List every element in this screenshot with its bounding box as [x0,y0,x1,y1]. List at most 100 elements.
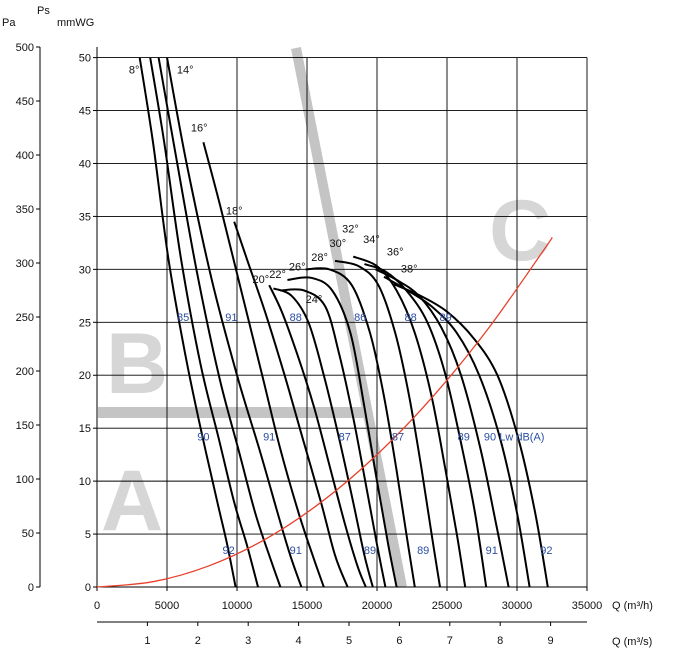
y-tick-label-mmwg: 0 [85,582,91,594]
blade-angle-label: 8° [129,64,140,76]
noise-level-label: 89 [364,545,376,557]
x2-tick-label: 8 [497,635,503,647]
grid-layer [97,57,588,587]
x-tick-label: 0 [94,600,100,612]
y-tick-label-pa: 0 [28,582,34,594]
zone-boundary-diagonal [291,47,407,588]
x-tick-label: 15000 [292,600,323,612]
y-tick-label-pa: 350 [16,204,34,216]
blade-angle-labels: 8° 14° 16° 18° 20° 22° 24° 26° 28°30° 32° 34° 36° 38… [129,64,418,306]
noise-level-label: 88 [404,312,416,324]
noise-level-label: 88 [290,312,302,324]
x-tick-label: 20000 [362,600,393,612]
y-tick-label-pa: 200 [16,366,34,378]
noise-labels: 85 91 88 86 88 89 90 91 87 87 89 90 Lw dB(A) 92 91 89 8… [177,312,553,557]
y-tick-label-mmwg: 15 [79,423,91,435]
y-tick-label-mmwg: 50 [79,53,91,65]
fan-curves [138,57,549,588]
fan-curve-12 [334,259,441,588]
blade-angle-label: 26° [289,261,306,273]
x-tick-label: 25000 [432,600,463,612]
noise-level-label: 91 [263,432,275,444]
noise-level-label: 91 [290,545,302,557]
fan-curve-17 [393,283,549,588]
blade-angle-label: 16° [191,123,208,135]
x-tick-label: 30000 [502,600,533,612]
blade-angle-label: 30° [329,238,346,250]
y-axis-ps-label: Ps [37,5,50,17]
y-axis-mmwg-label: mmWG [57,17,94,29]
blade-angle-label: 32° [342,223,359,235]
fan-curve-3 [157,57,282,588]
x-axis-secondary-label: Q (m³/s) [612,636,652,648]
y-tick-label-mmwg: 25 [79,317,91,329]
blade-angle-label: 28° [311,252,328,264]
fan-curve-11 [305,267,416,588]
x-tick-label: 10000 [222,600,253,612]
x-axis-label: Q (m³/h) [612,600,653,612]
y-tick-label-mmwg: 40 [79,158,91,170]
y-axis-pa-label: Pa [2,17,16,29]
fan-curve-5 [202,142,325,588]
noise-level-label: 92 [222,545,234,557]
x2-tick-label: 2 [195,635,201,647]
x2-tick-label: 9 [548,635,554,647]
fan-curve-14 [364,263,488,588]
x2-tick-label: 5 [346,635,352,647]
noise-level-label: 92 [540,545,552,557]
blade-angle-label: 22° [269,269,286,281]
noise-level-label: 86 [354,312,366,324]
zone-label-a: A [101,453,163,549]
y-tick-label-mmwg: 20 [79,370,91,382]
y-tick-label-mmwg: 35 [79,211,91,223]
blade-angle-label: 36° [387,247,404,259]
y-tick-label-pa: 450 [16,96,34,108]
x2-tick-label: 4 [296,635,302,647]
zone-boundary-horizontal [98,407,370,418]
noise-level-label: 90 [197,432,209,444]
x2-tick-label: 7 [447,635,453,647]
zone-layer: A B C [98,47,551,588]
y-tick-label-mmwg: 5 [85,529,91,541]
fan-curve-15 [375,268,510,588]
blade-angle-label: 14° [177,64,194,76]
x-tick-label: 35000 [572,600,603,612]
noise-level-label: 90 Lw dB(A) [484,432,545,444]
system-resistance-curve [96,237,553,588]
fan-curve-7 [268,284,367,588]
fan-curve-16 [383,275,531,588]
y-tick-label-pa: 250 [16,312,34,324]
fan-curve-1 [138,57,237,588]
noise-level-label: 87 [392,432,404,444]
y-tick-label-pa: 500 [16,42,34,54]
noise-level-label: 89 [458,432,470,444]
y-tick-label-pa: 100 [16,474,34,486]
fan-curve-2 [149,57,259,588]
blade-angle-label: 34° [363,234,380,246]
fan-curve-8 [273,287,374,588]
fan-curve-10 [287,276,398,588]
fan-curve-9 [280,288,387,588]
zone-label-b: B [106,316,168,412]
noise-level-label: 89 [439,312,451,324]
x-tick-label: 5000 [155,600,179,612]
noise-level-label: 89 [417,545,429,557]
y-tick-label-mmwg: 30 [79,264,91,276]
noise-level-label: 91 [225,312,237,324]
x2-tick-label: 1 [144,635,150,647]
zone-label-c: C [489,183,551,279]
y-tick-label-pa: 300 [16,258,34,270]
blade-angle-label: 18° [226,205,243,217]
y-tick-label-pa: 400 [16,150,34,162]
blade-angle-label: 20° [252,274,269,286]
blade-angle-label: 38° [401,264,418,276]
noise-level-label: 91 [486,545,498,557]
x2-tick-label: 6 [396,635,402,647]
fan-curve-4 [166,57,303,588]
x2-tick-label: 3 [245,635,251,647]
system-curve-layer [96,237,553,588]
noise-level-label: 85 [177,312,189,324]
axes-layer: Pa Ps mmWG Q (m³/h) Q (m³/s) 0 5000 10000 1… [2,5,653,648]
blade-angle-label: 24° [306,294,323,306]
